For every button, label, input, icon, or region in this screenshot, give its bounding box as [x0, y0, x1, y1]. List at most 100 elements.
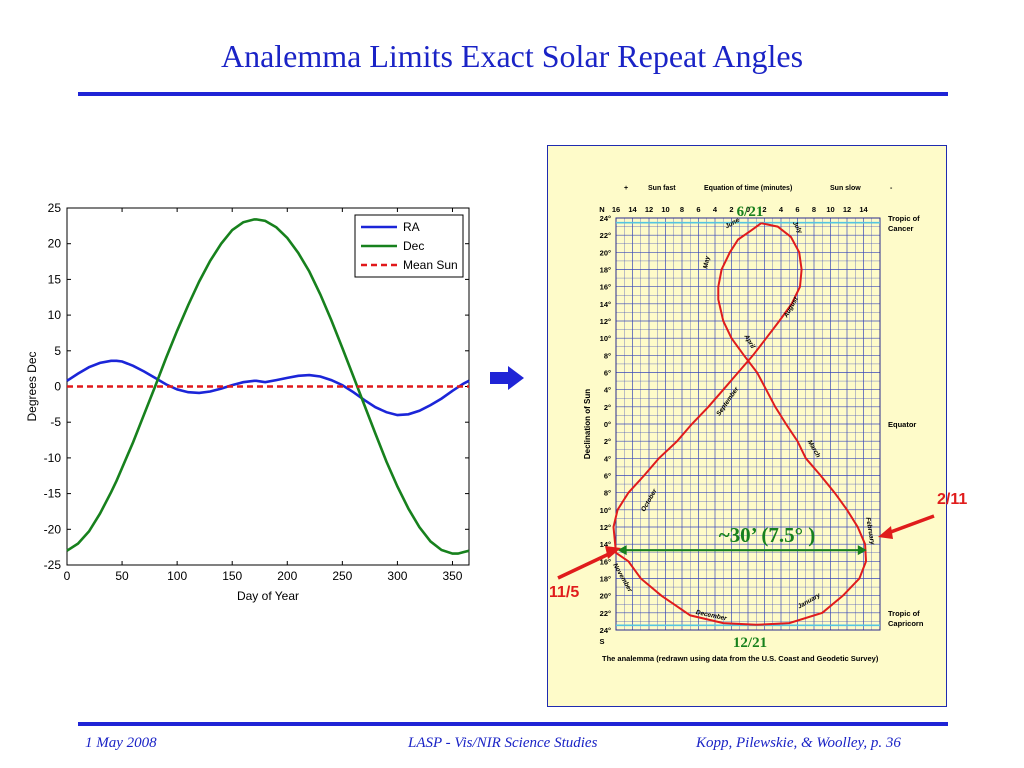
legend-label: Mean Sun — [403, 258, 458, 272]
eot-tick-label: 0 — [746, 205, 750, 214]
analemma-caption: The analemma (redrawn using data from th… — [602, 654, 879, 663]
dec-chart: 0 50 100 150 200 250 300 3502520151050-5-10-15-… — [25, 201, 470, 603]
x-tick-label: 350 — [442, 569, 462, 583]
footer-rule — [78, 722, 948, 726]
eot-tick-label: 4 — [713, 205, 718, 214]
equator-label: Equator — [888, 420, 916, 429]
dec-tick-label: 16° — [600, 557, 611, 566]
y-tick-label: -15 — [44, 487, 62, 501]
dec-tick-label: 20° — [600, 248, 611, 257]
grid-frame — [615, 217, 881, 631]
footer-date: 1 May 2008 — [85, 735, 157, 751]
eot-tick-label: 2 — [762, 205, 766, 214]
y-tick-label: 5 — [54, 344, 61, 358]
y-tick-label: -25 — [44, 558, 62, 572]
y-tick-label: -20 — [44, 522, 62, 536]
y-tick-label: -5 — [50, 415, 61, 429]
dec-tick-label: 18° — [600, 266, 611, 275]
eot-tick-label: 14 — [859, 205, 868, 214]
winter-solstice-label: 12/21 — [733, 635, 767, 651]
dec-tick-label: 14° — [600, 300, 611, 309]
analemma-figure: + Sun fast Equation of time (minutes) Sun s… — [547, 145, 947, 707]
x-tick-label: 250 — [332, 569, 352, 583]
eot-title: Equation of time (minutes) — [704, 185, 792, 192]
x-tick-label: 50 — [115, 569, 129, 583]
x-tick-label: 150 — [222, 569, 242, 583]
month-label: April — [742, 333, 756, 350]
eot-tick-label: 12 — [645, 205, 653, 214]
dec-tick-label: 18° — [600, 575, 611, 584]
eot-tick-label: 8 — [680, 205, 684, 214]
dec-tick-label: 16° — [600, 283, 611, 292]
dec-tick-label: 12° — [600, 523, 611, 532]
sun-slow-label: Sun slow — [830, 185, 861, 192]
analemma-curve — [612, 222, 868, 626]
plus-sign: + — [624, 185, 628, 192]
month-label: February — [864, 517, 876, 546]
dec-tick-label: 22° — [600, 231, 611, 240]
footer-authors: Kopp, Pilewskie, & Woolley, p. 36 — [696, 735, 901, 751]
y-tick-label: -10 — [44, 451, 62, 465]
dec-tick-label: 0° — [604, 420, 611, 429]
dec-tick-label: 22° — [600, 609, 611, 618]
summer-solstice-label: 6/21 — [737, 204, 764, 220]
x-tick-label: 200 — [277, 569, 297, 583]
dec-tick-label: 24° — [600, 214, 611, 223]
y-tick-label: 10 — [48, 308, 62, 322]
tropic-cancer-label-2: Cancer — [888, 224, 914, 233]
dec-tick-label: 10° — [600, 506, 611, 515]
y-tick-label: 15 — [48, 272, 62, 286]
dec-tick-label: 8° — [604, 351, 611, 360]
dec-tick-label: 6° — [604, 369, 611, 378]
x-tick-label: 100 — [167, 569, 187, 583]
footer-org: LASP - Vis/NIR Science Studies — [408, 735, 598, 751]
title-rule — [78, 92, 948, 96]
dec-tick-label: 24° — [600, 626, 611, 635]
month-label: May — [702, 255, 711, 269]
slide-title: Analemma Limits Exact Solar Repeat Angle… — [220, 38, 804, 74]
legend-label: RA — [403, 220, 420, 234]
y-tick-label: 0 — [54, 380, 61, 394]
span-arrow-right-head — [857, 545, 867, 556]
right-arrow-icon — [490, 366, 524, 390]
x-tick-label: 300 — [387, 569, 407, 583]
y-tick-label: 20 — [48, 237, 62, 251]
eot-tick-label: 6 — [696, 205, 700, 214]
dec-tick-label: 12° — [600, 317, 611, 326]
x-tick-label: 0 — [64, 569, 71, 583]
month-label: January — [797, 592, 822, 611]
dec-tick-label: 10° — [600, 334, 611, 343]
month-label: October — [640, 488, 659, 513]
dec-tick-label: 2° — [604, 403, 611, 412]
dec-tick-label: 20° — [600, 592, 611, 601]
eot-tick-label: 8 — [812, 205, 816, 214]
month-label: September — [715, 386, 740, 418]
dec-tick-label: 14° — [600, 540, 611, 549]
eot-tick-label: 10 — [661, 205, 669, 214]
x-axis-label: Day of Year — [237, 589, 299, 603]
tropic-capricorn-label-2: Capricorn — [888, 619, 924, 628]
dec-tick-label: 4° — [604, 454, 611, 463]
sun-fast-label: Sun fast — [648, 185, 676, 192]
minus-sign: - — [890, 185, 893, 192]
dec-tick-label: 4° — [604, 386, 611, 395]
legend-label: Dec — [403, 239, 424, 253]
eot-tick-label: 16 — [612, 205, 620, 214]
span-arrow-left-head — [617, 545, 627, 556]
dec-axis-label: Declination of Sun — [583, 389, 592, 459]
dec-tick-label: 8° — [604, 489, 611, 498]
month-label: November — [611, 562, 633, 593]
south-label: S — [599, 637, 604, 646]
north-label: N — [599, 205, 604, 214]
tropic-cancer-label: Tropic of — [888, 214, 920, 223]
eot-tick-label: 14 — [628, 205, 637, 214]
eot-tick-label: 4 — [779, 205, 784, 214]
eot-tick-label: 12 — [843, 205, 851, 214]
span-label: ~30’ (7.5° ) — [719, 523, 816, 547]
eot-tick-label: 6 — [795, 205, 799, 214]
dec-tick-label: 2° — [604, 437, 611, 446]
series-line-ra — [66, 359, 470, 417]
y-axis-label: Degrees Dec — [25, 351, 39, 421]
eot-tick-label: 2 — [729, 205, 733, 214]
series-line-dec — [66, 218, 470, 555]
